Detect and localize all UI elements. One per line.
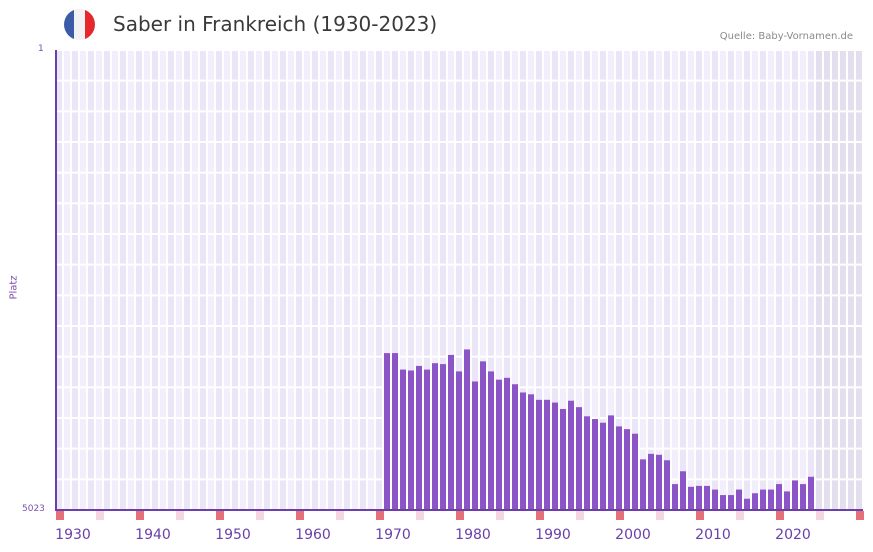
bar-1970[interactable] [392, 353, 398, 510]
bar-1980[interactable] [472, 381, 478, 510]
y-axis-top-label: 1 [38, 44, 44, 54]
bar-1983[interactable] [496, 379, 502, 510]
bar-1991[interactable] [560, 408, 566, 510]
x-tick-marker [535, 511, 544, 520]
bar-1984[interactable] [504, 377, 510, 510]
bar-1979[interactable] [464, 349, 470, 510]
bar-1977[interactable] [448, 354, 454, 510]
flag-red [84, 9, 95, 40]
bar-2009[interactable] [704, 485, 710, 510]
bar-1982[interactable] [488, 371, 494, 510]
bar-2006[interactable] [680, 471, 686, 510]
x-axis-label-1980: 1980 [455, 527, 491, 543]
x-axis-label-1990: 1990 [535, 527, 571, 543]
bar-1994[interactable] [584, 416, 590, 510]
bar-2007[interactable] [688, 486, 694, 510]
x-tick-marker [95, 511, 104, 520]
bar-1987[interactable] [528, 394, 534, 510]
x-tick-marker [655, 511, 664, 520]
bar-1973[interactable] [416, 365, 422, 510]
bar-2008[interactable] [696, 485, 702, 510]
bar-1999[interactable] [624, 429, 630, 510]
x-axis-label-2010: 2010 [695, 527, 731, 543]
x-tick-marker [215, 511, 224, 520]
bar-1997[interactable] [608, 415, 614, 510]
x-tick-marker [815, 511, 824, 520]
x-tick-marker [295, 511, 304, 520]
y-axis-line [55, 50, 57, 511]
chart-title: Saber in Frankreich (1930-2023) [113, 12, 438, 36]
bar-2015[interactable] [752, 493, 758, 510]
x-tick-marker [415, 511, 424, 520]
x-axis-label-1970: 1970 [375, 527, 411, 543]
bar-2013[interactable] [736, 489, 742, 510]
bar-1978[interactable] [456, 371, 462, 510]
x-axis-label-1960: 1960 [295, 527, 331, 543]
source-label: Quelle: Baby-Vornamen.de [719, 31, 853, 42]
x-axis-label-1950: 1950 [215, 527, 251, 543]
bar-1995[interactable] [592, 419, 598, 510]
bar-2016[interactable] [760, 489, 766, 510]
bar-1993[interactable] [576, 407, 582, 510]
bar-2000[interactable] [632, 433, 638, 510]
flag-blue [64, 9, 75, 40]
x-tick-marker [695, 511, 704, 520]
bar-2014[interactable] [744, 498, 750, 510]
bar-2002[interactable] [648, 453, 654, 510]
bar-1988[interactable] [536, 399, 542, 510]
bar-2019[interactable] [784, 491, 790, 510]
x-axis-label-1930: 1930 [55, 527, 91, 543]
bar-2018[interactable] [776, 484, 782, 510]
bar-2003[interactable] [656, 454, 662, 510]
y-axis-bottom-label: 5023 [22, 504, 45, 514]
x-tick-marker [855, 511, 864, 520]
bar-1971[interactable] [400, 369, 406, 510]
x-axis-label-1940: 1940 [135, 527, 171, 543]
x-tick-marker [575, 511, 584, 520]
x-tick-marker [455, 511, 464, 520]
bar-2010[interactable] [712, 489, 718, 510]
bar-2005[interactable] [672, 484, 678, 510]
bar-1986[interactable] [520, 392, 526, 510]
y-axis-title: Platz [8, 275, 20, 300]
x-tick-marker [775, 511, 784, 520]
x-tick-marker [615, 511, 624, 520]
x-axis-line [55, 509, 863, 511]
x-axis-label-2020: 2020 [775, 527, 811, 543]
bar-2001[interactable] [640, 459, 646, 510]
bar-2004[interactable] [664, 460, 670, 510]
bar-1985[interactable] [512, 384, 518, 510]
x-tick-marker [375, 511, 384, 520]
x-axis-label-2000: 2000 [615, 527, 651, 543]
bar-1998[interactable] [616, 426, 622, 510]
x-tick-marker [135, 511, 144, 520]
bar-2011[interactable] [720, 495, 726, 510]
bar-1989[interactable] [544, 399, 550, 510]
bar-2022[interactable] [808, 476, 814, 510]
bar-2012[interactable] [728, 495, 734, 510]
bar-1975[interactable] [432, 363, 438, 510]
bar-1992[interactable] [568, 400, 574, 510]
x-tick-marker [335, 511, 344, 520]
bar-2017[interactable] [768, 489, 774, 510]
bar-1976[interactable] [440, 364, 446, 510]
bar-1972[interactable] [408, 370, 414, 510]
flag-white [74, 9, 85, 40]
bar-2021[interactable] [800, 484, 806, 510]
bar-1969[interactable] [384, 353, 390, 510]
x-tick-marker [175, 511, 184, 520]
bar-1990[interactable] [552, 402, 558, 510]
bar-1981[interactable] [480, 361, 486, 510]
bar-1974[interactable] [424, 369, 430, 510]
x-tick-marker [735, 511, 744, 520]
bar-1996[interactable] [600, 422, 606, 510]
bar-2020[interactable] [792, 480, 798, 510]
france-flag-icon [64, 9, 95, 40]
x-tick-marker [255, 511, 264, 520]
x-tick-marker [55, 511, 64, 520]
chart-plot-area [56, 51, 862, 510]
x-tick-marker [495, 511, 504, 520]
